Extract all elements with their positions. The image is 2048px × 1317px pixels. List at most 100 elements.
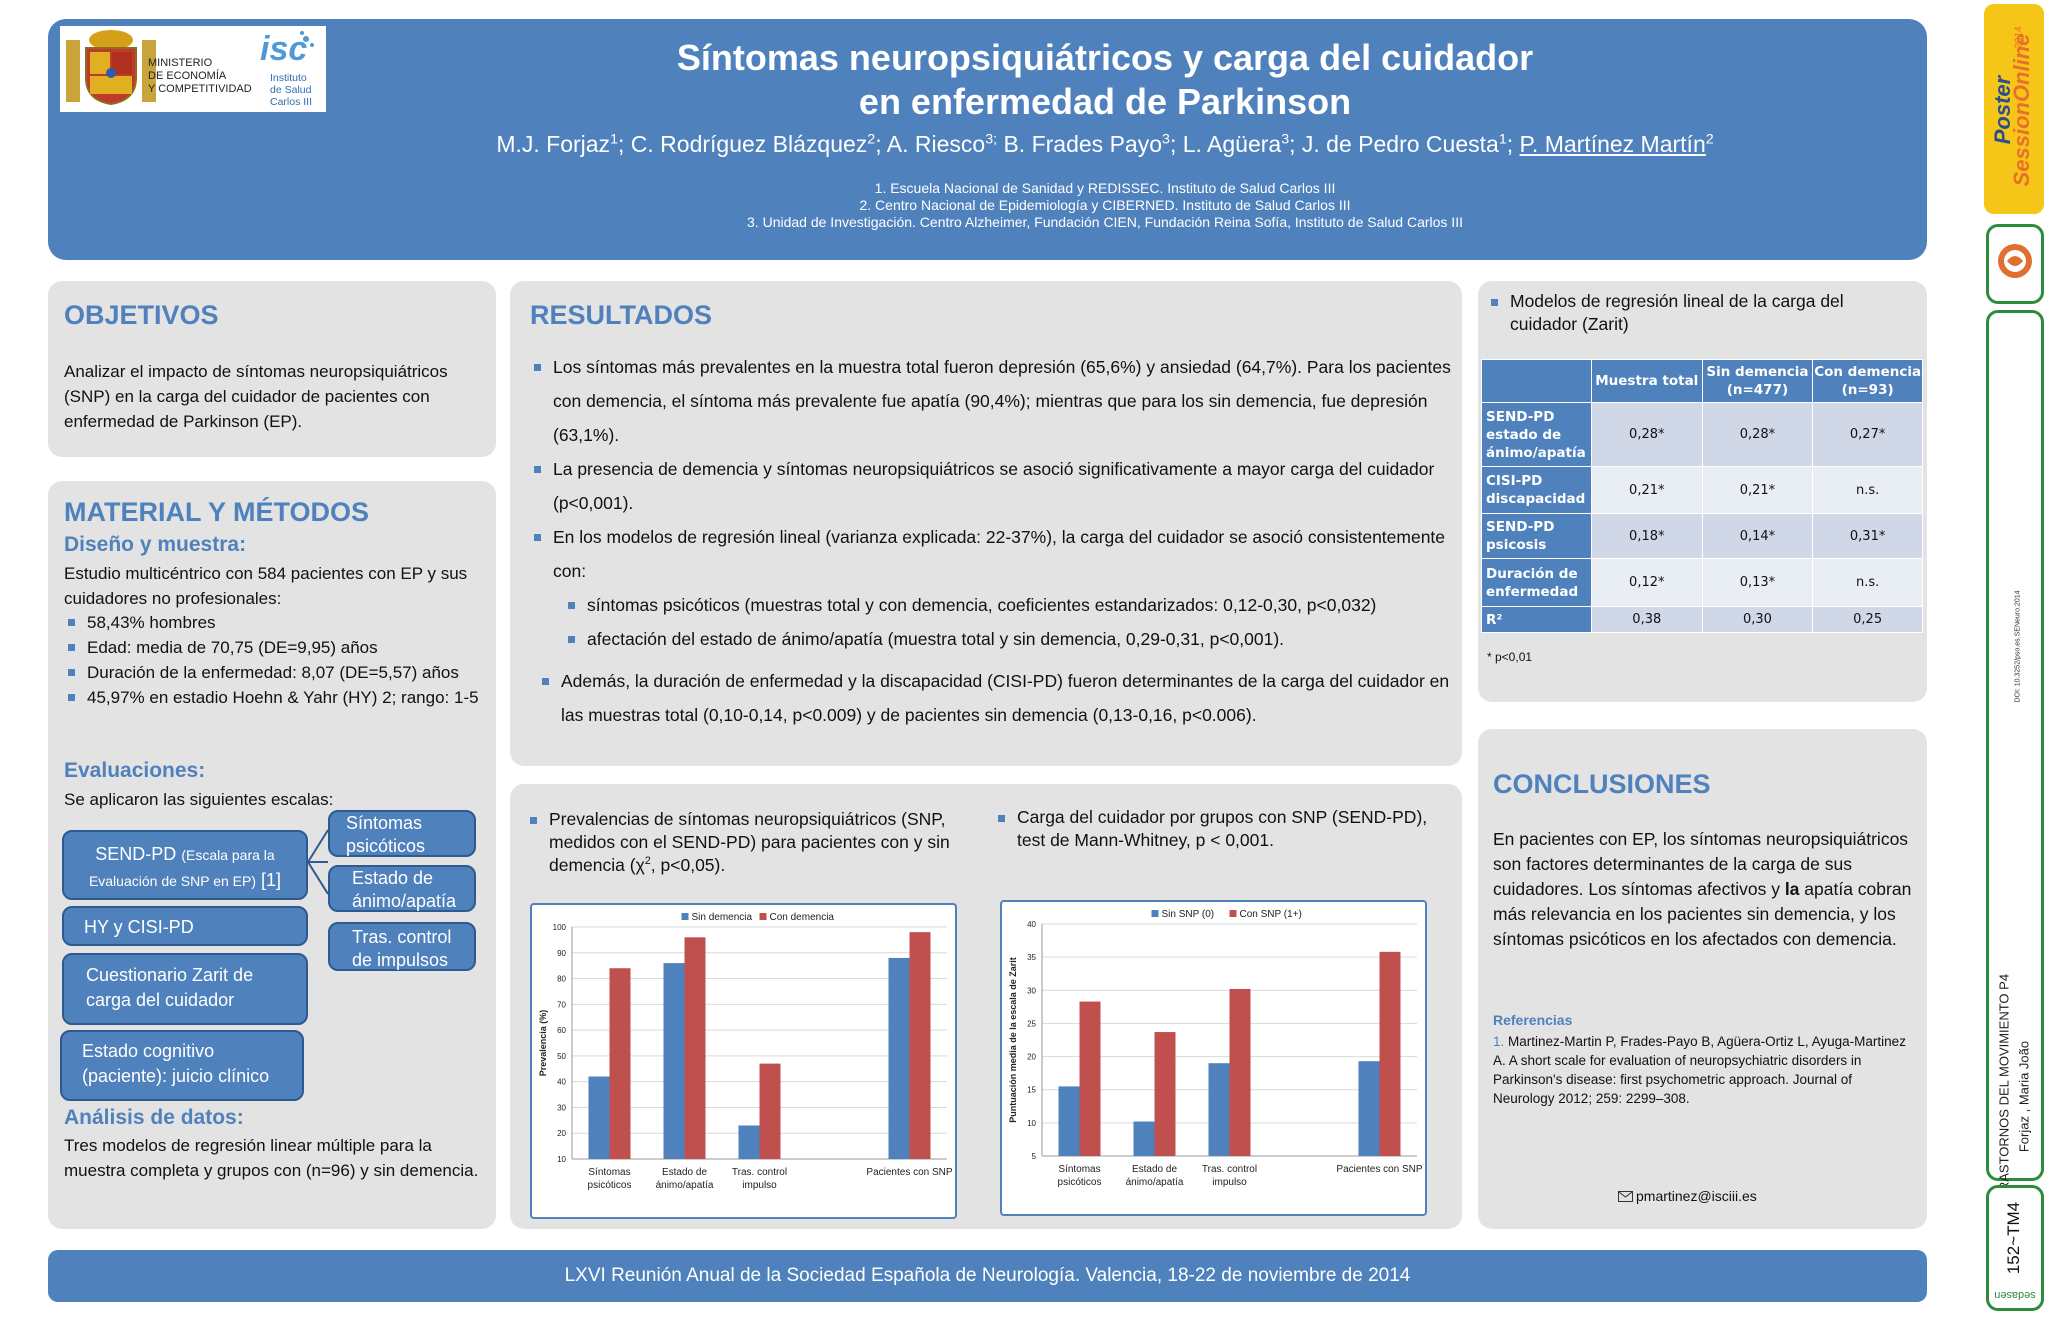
- brand-year: 2014: [2013, 26, 2025, 49]
- table-header: Muestra total: [1590, 359, 1703, 403]
- table-header-row: Muestra total Sin demencia (n=477) Con d…: [1481, 359, 1923, 403]
- author-affiliation-number: 3: [1162, 131, 1170, 148]
- author-affiliation-number: 3;: [985, 131, 998, 148]
- chart1-caption: Prevalencias de síntomas neuropsiquiátri…: [526, 808, 976, 877]
- x-tick-label: Estado de: [1132, 1164, 1177, 1175]
- author-name: A. Riesco: [886, 131, 986, 157]
- poster-title: Síntomas neuropsiquiátricos y carga del …: [420, 36, 1790, 124]
- diseno-heading: Diseño y muestra:: [64, 533, 247, 556]
- table-row: SEND-PD estado de ánimo/apatía 0,28* 0,2…: [1481, 402, 1923, 467]
- session-code-box: 152~TM4 sedasen: [1986, 1185, 2044, 1311]
- email-contact[interactable]: pmartinez@isciii.es: [1618, 1188, 1757, 1204]
- x-tick-label: Síntomas: [588, 1167, 630, 1178]
- chart2-zarit: Sin SNP (0) Con SNP (1+) 5 10 15 20 25 30 35 40 Pu…: [1008, 909, 1423, 1188]
- diseno-bullets: 58,43% hombres Edad: media de 70,75 (DE=…: [64, 610, 490, 710]
- y-tick-label: 50: [557, 1052, 566, 1061]
- x-tick-label: impulso: [742, 1180, 777, 1191]
- zarit-box: Cuestionario Zarit de carga del cuidador: [62, 953, 308, 1025]
- conclusiones-text-bold: la: [1784, 879, 1800, 899]
- list-item: Duración de la enfermedad: 8,07 (DE=5,57…: [64, 660, 490, 685]
- x-tick-label: impulso: [1212, 1177, 1247, 1188]
- bar: [1208, 1063, 1230, 1156]
- bar: [759, 1063, 781, 1159]
- mood-box: Estado de ánimo/apatía: [328, 865, 476, 912]
- list-item: La presencia de demencia y síntomas neur…: [530, 452, 1452, 520]
- analisis-text: Tres modelos de regresión linear múltipl…: [64, 1136, 479, 1180]
- table-row-label: CISI-PD discapacidad: [1481, 466, 1592, 514]
- metodos-heading: MATERIAL Y MÉTODOS: [64, 497, 370, 527]
- references-heading: Referencias: [1493, 1012, 1573, 1028]
- list-item: Además, la duración de enfermedad y la d…: [530, 664, 1452, 732]
- author-name: J. de Pedro Cuesta: [1301, 131, 1499, 157]
- table-row: CISI-PD discapacidad 0,21* 0,21* n.s.: [1481, 466, 1923, 514]
- isciii-logo-icon: isc: [260, 30, 314, 68]
- author-name: L. Agüera: [1182, 131, 1282, 157]
- y-tick-label: 30: [557, 1103, 566, 1112]
- author-affiliation-number: 2: [1705, 131, 1714, 148]
- sedasen-label: sedasen: [1994, 1289, 2036, 1301]
- tabla-intro: Modelos de regresión lineal de la carga …: [1487, 290, 1887, 336]
- list-item: 58,43% hombres: [64, 610, 490, 635]
- x-tick-label: Pacientes con SNP: [866, 1167, 952, 1178]
- table-row-label: SEND-PD estado de ánimo/apatía: [1481, 402, 1592, 467]
- chart1-caption-item: Prevalencias de síntomas neuropsiquiátri…: [526, 808, 976, 877]
- isciii-line: Carlos III: [270, 96, 313, 108]
- analisis-heading: Análisis de datos:: [64, 1106, 244, 1129]
- affiliation: 1. Escuela Nacional de Sanidad y REDISSE…: [874, 180, 1336, 196]
- ministry-line: MINISTERIO: [148, 57, 213, 69]
- sendpd-reference: [1]: [261, 870, 282, 890]
- author-affiliation-number: 1: [1498, 131, 1507, 148]
- sendpd-box: SEND-PD (Escala para la Evaluación de SN…: [62, 830, 308, 900]
- author-name: C. Rodríguez Blázquez: [630, 131, 868, 157]
- y-tick-label: 20: [557, 1129, 566, 1138]
- legend-label: Sin demencia: [692, 912, 753, 923]
- list-item: En los modelos de regresión lineal (vari…: [530, 520, 1452, 588]
- x-tick-label: Tras. control: [732, 1167, 787, 1178]
- author-affiliation-number: 3: [1281, 131, 1290, 148]
- y-axis-label: Prevalencia (%): [538, 1010, 548, 1077]
- chart1-caption-pre: Prevalencias de síntomas neuropsiquiátri…: [549, 809, 950, 875]
- footer-banner: LXVI Reunión Anual de la Sociedad Españo…: [48, 1250, 1927, 1302]
- zarit-label: Cuestionario Zarit de carga del cuidador: [86, 965, 254, 1010]
- cognitive-label: Estado cognitivo (paciente): juicio clín…: [82, 1041, 270, 1086]
- bar: [663, 963, 685, 1159]
- chart-legend: Sin SNP (0) Con SNP (1+): [1151, 909, 1302, 920]
- conclusiones-heading: CONCLUSIONES: [1493, 769, 1711, 799]
- table-row: SEND-PD psicosis 0,18* 0,14* 0,31*: [1481, 513, 1923, 559]
- table-cell: 0,25: [1812, 606, 1923, 633]
- legend-label: Sin SNP (0): [1162, 909, 1215, 920]
- chart1-prevalence: Sin demencia Con demencia 10 20 30 40 50 60 70 80…: [538, 912, 953, 1191]
- y-tick-label: 60: [557, 1026, 566, 1035]
- conclusiones-panel: [1478, 729, 1927, 1229]
- sen-logo-icon: [1998, 244, 2032, 278]
- reference-number: 1.: [1493, 1034, 1505, 1049]
- impulse-label: Tras. control de impulsos: [352, 927, 452, 970]
- diagram-connectors: [307, 829, 329, 895]
- isciii-line: de Salud: [270, 84, 312, 96]
- y-tick-label: 30: [1027, 986, 1036, 995]
- mail-icon-flap: [1619, 1192, 1632, 1198]
- table-row: R² 0,38 0,30 0,25: [1481, 606, 1923, 633]
- evaluaciones-heading: Evaluaciones:: [64, 759, 206, 782]
- tabla-intro-item: Modelos de regresión lineal de la carga …: [1487, 290, 1887, 336]
- bar: [1154, 1032, 1176, 1156]
- hy-box: HY y CISI-PD: [62, 906, 308, 946]
- objetivos-heading: OBJETIVOS: [64, 300, 219, 330]
- author-name: P. Martínez Martín: [1519, 131, 1706, 157]
- table-note: * p<0,01: [1487, 650, 1533, 664]
- resultados-list: Los síntomas más prevalentes en la muest…: [530, 350, 1452, 732]
- y-tick-label: 20: [1027, 1053, 1036, 1062]
- poster-session-badge: Poster SessionOnline 2014: [1984, 4, 2044, 214]
- email-text[interactable]: pmartinez@isciii.es: [1636, 1188, 1757, 1204]
- table-cell: n.s.: [1812, 558, 1923, 607]
- affiliation: 2. Centro Nacional de Epidemiología y CI…: [859, 197, 1351, 213]
- brand-line2: SessionOnline: [2009, 33, 2034, 187]
- sendpd-label: SEND-PD: [95, 844, 177, 864]
- author-name: B. Frades Payo: [1003, 131, 1162, 157]
- bar: [609, 968, 631, 1159]
- reference-text: Martinez-Martin P, Frades-Payo B, Agüera…: [1493, 1034, 1906, 1106]
- chart1-caption-chi: χ: [635, 855, 645, 875]
- table-cell: 0,21*: [1590, 466, 1703, 514]
- affiliations: 1. Escuela Nacional de Sanidad y REDISSE…: [480, 180, 1730, 231]
- y-tick-label: 100: [553, 923, 567, 932]
